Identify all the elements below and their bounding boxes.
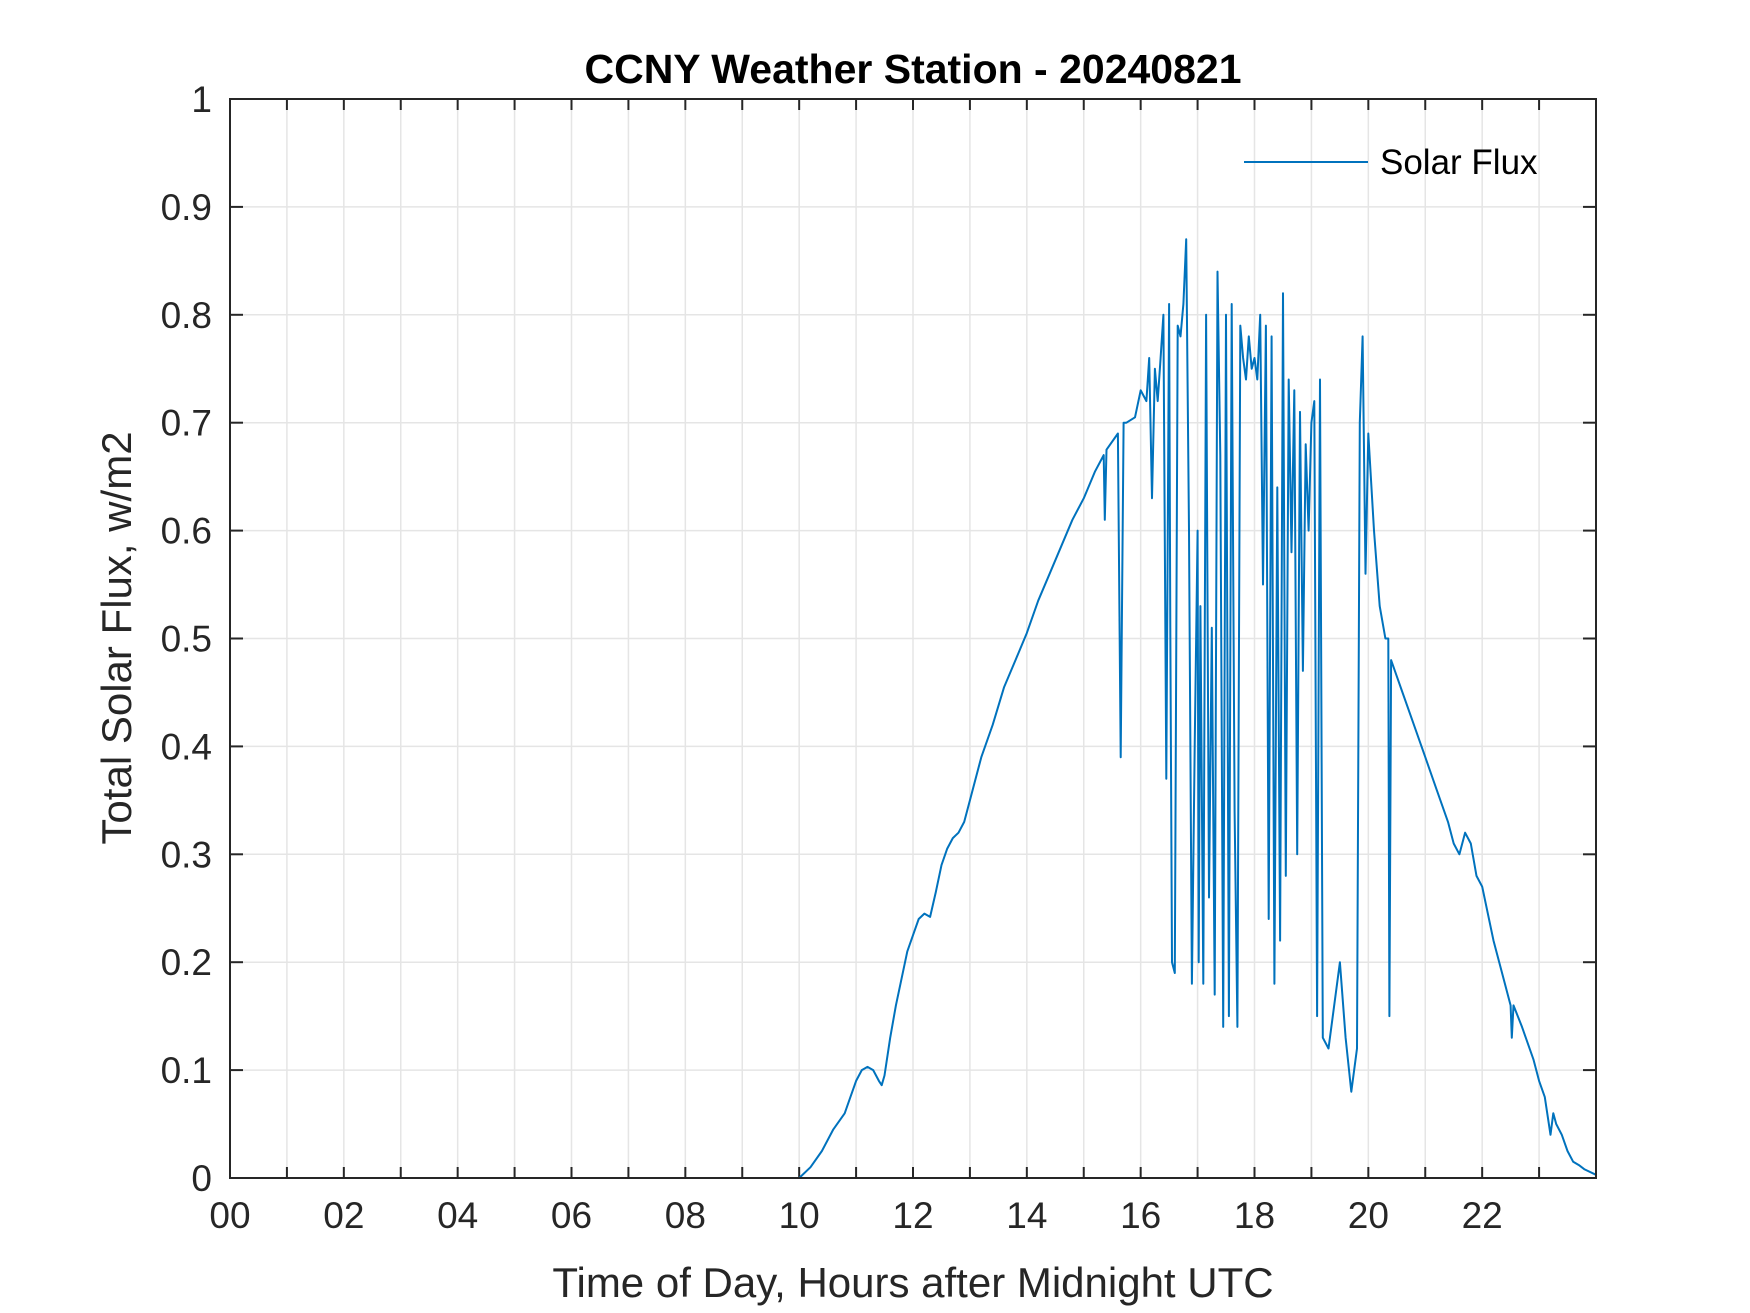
legend-label-solar-flux: Solar Flux [1380,143,1538,182]
x-tick-label: 02 [323,1195,364,1236]
y-axis-label: Total Solar Flux, w/m2 [93,431,140,844]
y-tick-label: 0.8 [161,295,212,336]
x-tick-label: 22 [1462,1195,1503,1236]
x-tick-labels: 00 02 04 06 08 10 12 14 16 18 20 22 [209,1195,1502,1236]
grid-lines [230,99,1596,1178]
axis-ticks [230,98,1596,1179]
series-layer [230,238,1597,1179]
y-tick-label: 0.2 [161,942,212,983]
x-tick-label: 08 [665,1195,706,1236]
x-tick-label: 04 [437,1195,478,1236]
y-tick-label: 0.3 [161,834,212,875]
x-tick-label: 20 [1348,1195,1389,1236]
y-tick-label: 0.4 [161,726,212,767]
x-tick-label: 10 [779,1195,820,1236]
series-line-solar-flux [230,238,1597,1179]
y-tick-label: 0.1 [161,1050,212,1091]
x-tick-label: 16 [1120,1195,1161,1236]
y-tick-label: 0.6 [161,511,212,552]
x-tick-label: 18 [1234,1195,1275,1236]
x-tick-label: 00 [209,1195,250,1236]
y-tick-label: 1 [191,79,212,120]
chart-title: CCNY Weather Station - 20240821 [584,46,1241,92]
x-tick-label: 14 [1006,1195,1047,1236]
legend: Solar Flux [1244,143,1538,182]
y-tick-label: 0.5 [161,619,212,660]
x-tick-label: 06 [551,1195,592,1236]
y-tick-label: 0.9 [161,187,212,228]
y-tick-label: 0.7 [161,403,212,444]
axes-box [229,98,1597,1179]
x-tick-label: 12 [892,1195,933,1236]
x-axis-label: Time of Day, Hours after Midnight UTC [552,1259,1273,1306]
y-tick-labels: 0 0.1 0.2 0.3 0.4 0.5 0.6 0.7 0.8 0.9 1 [161,79,212,1199]
y-tick-label: 0 [191,1158,212,1199]
